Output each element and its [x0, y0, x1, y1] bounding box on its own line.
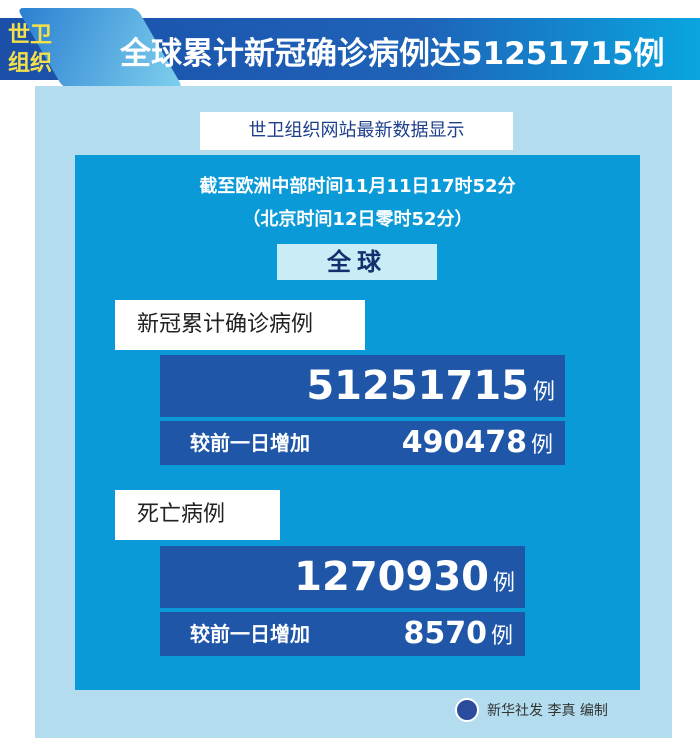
confirmed-increase-value: 490478 [401, 425, 527, 460]
page-title: 全球累计新冠确诊病例达51251715例 [120, 36, 665, 72]
deaths-total-value: 1270930 [294, 554, 489, 600]
confirmed-increase-row: 较前一日增加 490478 例 [160, 421, 565, 465]
who-badge: 世卫组织 [8, 23, 53, 76]
unit: 例 [530, 433, 553, 458]
xinhua-logo-icon [455, 698, 479, 722]
credit-text: 新华社发 李真 编制 [487, 703, 608, 719]
timestamp-beijing: （北京时间12日零时52分） [242, 209, 473, 230]
deaths-label: 死亡病例 [115, 490, 280, 540]
deaths-increase-row: 较前一日增加 8570 例 [160, 612, 525, 656]
deaths-increase-value: 8570 [403, 616, 487, 651]
confirmed-total: 51251715 例 [160, 355, 565, 417]
confirmed-label: 新冠累计确诊病例 [115, 300, 365, 350]
deaths-total: 1270930 例 [160, 546, 525, 608]
timestamp-cet: 截至欧洲中部时间11月11日17时52分 [199, 176, 516, 197]
unit: 例 [532, 380, 555, 405]
confirmed-total-value: 51251715 [306, 363, 529, 409]
credit: 新华社发 李真 编制 [455, 698, 608, 722]
increase-label: 较前一日增加 [190, 622, 310, 646]
source-label: 世卫组织网站最新数据显示 [200, 112, 513, 150]
increase-label: 较前一日增加 [190, 431, 310, 455]
unit: 例 [492, 571, 515, 596]
scope-label: 全球 [277, 244, 437, 280]
unit: 例 [490, 624, 513, 649]
